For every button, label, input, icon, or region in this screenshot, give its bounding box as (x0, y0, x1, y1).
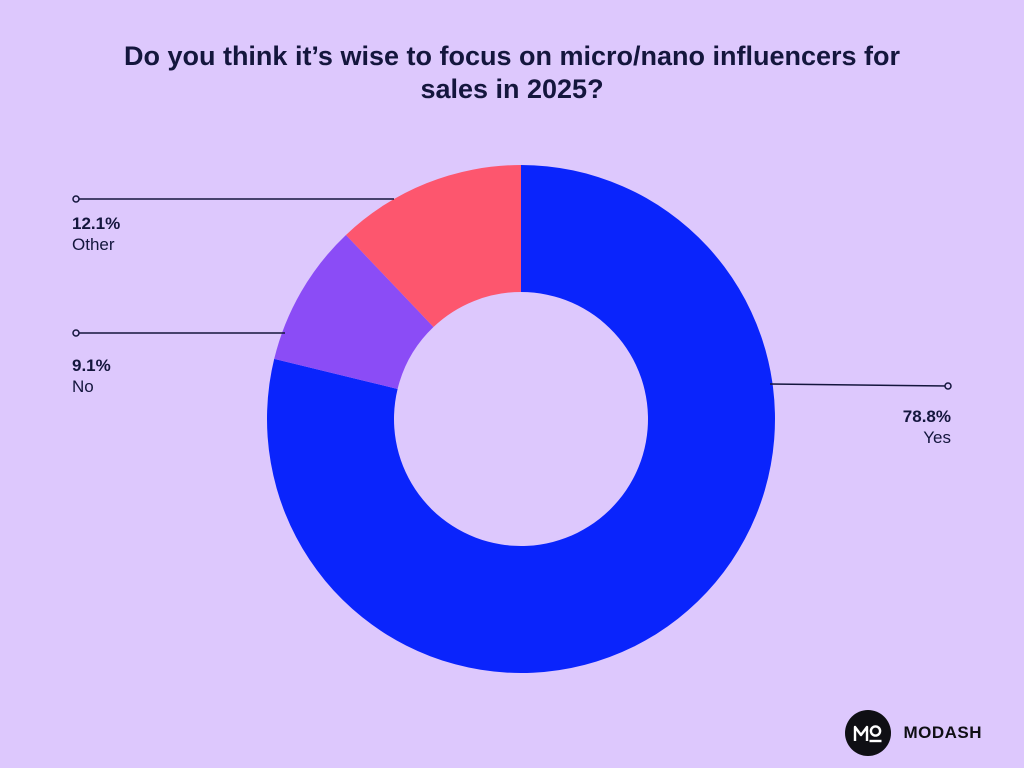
leader-dot-other (72, 195, 80, 203)
slice-other (345, 165, 521, 327)
modash-logo-icon (845, 710, 892, 756)
slice-label-other: 12.1% Other (72, 213, 120, 255)
chart-title: Do you think it’s wise to focus on micro… (0, 40, 1024, 106)
slice-label-no: 9.1% No (72, 355, 111, 397)
leader-dot-no (72, 329, 80, 337)
chart-title-line-2: sales in 2025? (420, 74, 604, 104)
slice-yes (266, 165, 775, 673)
brand: MODASH (845, 710, 982, 756)
slice-value-other: 12.1% (72, 214, 121, 233)
slice-value-no: 9.1% (72, 356, 111, 375)
leader-dot-yes (944, 382, 952, 390)
slice-name-yes: Yes (923, 428, 951, 447)
brand-name: MODASH (903, 723, 982, 742)
modash-logo-mark (854, 725, 882, 743)
chart-title-line-1: Do you think it’s wise to focus on micro… (123, 41, 901, 71)
slice-label-yes: 78.8% Yes (903, 406, 951, 448)
slice-no (274, 234, 434, 389)
slice-name-no: No (72, 377, 94, 396)
leader-line-yes (769, 383, 949, 387)
slice-value-yes: 78.8% (902, 407, 951, 426)
donut-slices (266, 165, 775, 673)
slice-name-other: Other (72, 235, 115, 254)
leader-lines (72, 195, 952, 390)
